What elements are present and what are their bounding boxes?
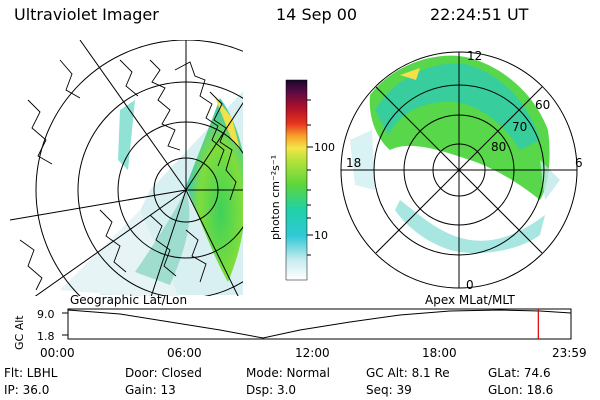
mlat-label-60: 60 [535, 98, 550, 112]
altitude-ymin: 1.8 [37, 330, 55, 343]
time-tick-0: 00:00 [40, 346, 75, 360]
geographic-image [9, 40, 243, 296]
colorbar-tick-100: 100 [314, 141, 335, 154]
info-flt: Flt: LBHL [4, 366, 58, 380]
info-door: Door: Closed [125, 366, 202, 380]
info-dsp: Dsp: 3.0 [246, 383, 297, 397]
polar-grid [340, 51, 578, 289]
colorbar [285, 79, 308, 281]
header-time: 22:24:51 UT [430, 5, 529, 24]
mlt-label-0: 0 [466, 278, 474, 292]
time-tick-4: 23:59 [552, 346, 587, 360]
colorbar-ticks [307, 99, 313, 256]
mlt-label-18: 18 [346, 156, 361, 170]
altitude-plot-frame [67, 308, 572, 340]
info-ip: IP: 36.0 [4, 383, 50, 397]
mlat-label-70: 70 [512, 120, 527, 134]
mlt-label-6: 6 [575, 156, 583, 170]
info-gain: Gain: 13 [125, 383, 176, 397]
geographic-label: Geographic Lat/Lon [70, 293, 188, 307]
altitude-axis-ticks [62, 312, 68, 336]
apex-label: Apex MLat/MLT [425, 293, 515, 307]
info-mode: Mode: Normal [246, 366, 330, 380]
info-glat: GLat: 74.6 [488, 366, 551, 380]
altitude-axis-label: GC Alt [13, 315, 26, 350]
time-tick-1: 06:00 [167, 346, 202, 360]
info-gc-alt: GC Alt: 8.1 Re [366, 366, 450, 380]
altitude-curve [67, 309, 572, 339]
time-tick-2: 12:00 [295, 346, 330, 360]
app-title: Ultraviolet Imager [14, 5, 159, 24]
header-date: 14 Sep 00 [276, 5, 358, 24]
altitude-ymax: 9.0 [37, 308, 55, 321]
colorbar-tick-10: 10 [314, 229, 328, 242]
mlat-label-80: 80 [491, 140, 506, 154]
colorbar-unit-label: photon cm⁻²s⁻¹ [269, 155, 282, 240]
info-glon: GLon: 18.6 [488, 383, 554, 397]
mlt-label-12: 12 [467, 49, 482, 63]
info-seq: Seq: 39 [366, 383, 412, 397]
time-tick-3: 18:00 [422, 346, 457, 360]
